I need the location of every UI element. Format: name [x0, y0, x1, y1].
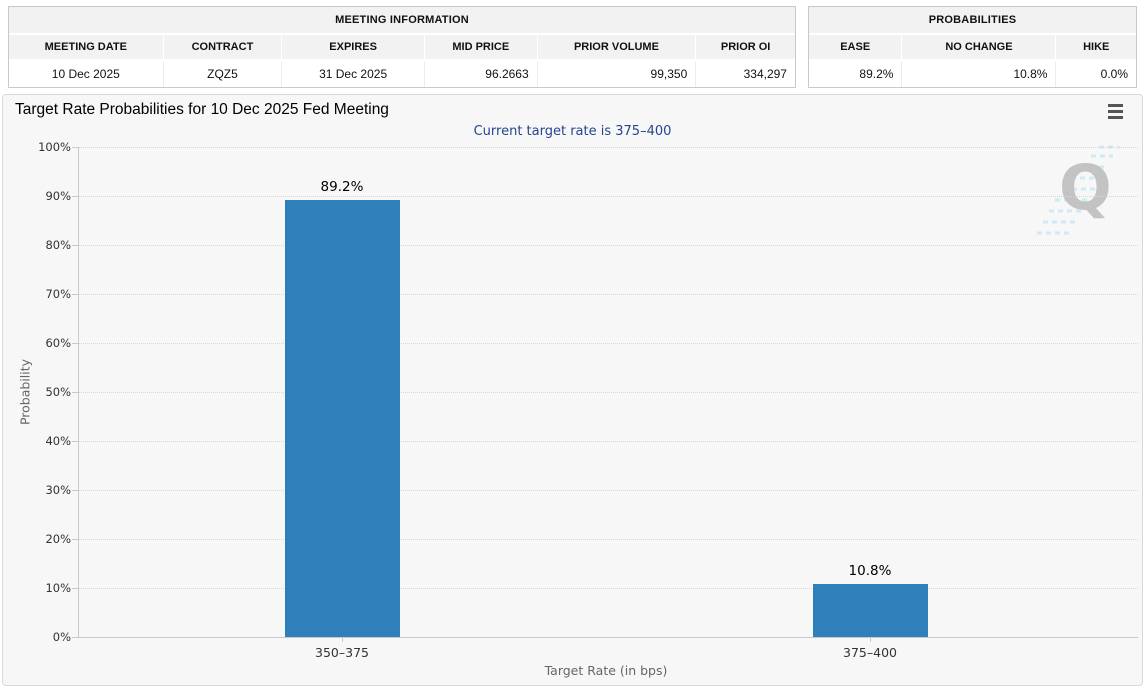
y-axis-tick	[72, 343, 78, 344]
col-contract: CONTRACT	[162, 35, 282, 59]
y-axis-tick-label: 20%	[45, 532, 71, 546]
quikstrike-watermark: Q	[1035, 145, 1130, 245]
y-gridline	[78, 245, 1138, 246]
y-axis-tick	[72, 392, 78, 393]
x-axis-tick	[870, 637, 871, 642]
y-axis-tick-label: 100%	[38, 140, 71, 154]
meeting-information-header-row: MEETING DATE CONTRACT EXPIRES MID PRICE …	[9, 35, 795, 61]
probability-bar[interactable]	[812, 584, 928, 637]
y-gridline	[78, 539, 1138, 540]
probabilities-title: PROBABILITIES	[809, 7, 1136, 35]
y-axis-tick	[72, 245, 78, 246]
y-axis-tick-label: 70%	[45, 287, 71, 301]
y-axis-tick-label: 60%	[45, 336, 71, 350]
hamburger-bar	[1108, 116, 1123, 119]
col-prior-oi: PRIOR OI	[695, 35, 795, 59]
y-axis-tick	[72, 588, 78, 589]
x-axis-line	[78, 637, 1138, 638]
x-axis-tick	[342, 637, 343, 642]
hamburger-menu-icon[interactable]	[1108, 104, 1123, 122]
y-gridline	[78, 196, 1138, 197]
y-axis-tick	[72, 490, 78, 491]
chart-title: Target Rate Probabilities for 10 Dec 202…	[15, 101, 389, 118]
chart-panel: Target Rate Probabilities for 10 Dec 202…	[2, 94, 1143, 686]
y-axis-tick-label: 80%	[45, 238, 71, 252]
hamburger-bar	[1108, 110, 1123, 113]
y-gridline	[78, 588, 1138, 589]
ease-value: 89.2%	[809, 61, 902, 87]
watermark-q-letter: Q	[1059, 151, 1112, 224]
y-gridline	[78, 294, 1138, 295]
col-ease: EASE	[809, 35, 902, 59]
x-axis-category-label: 375–400	[843, 645, 897, 660]
y-axis-tick	[72, 441, 78, 442]
chart-subtitle: Current target rate is 375–400	[473, 124, 672, 139]
meeting-information-value-row: 10 Dec 2025 ZQZ5 31 Dec 2025 96.2663 99,…	[9, 61, 795, 87]
y-axis-line	[78, 147, 79, 637]
x-axis-title: Target Rate (in bps)	[544, 663, 668, 678]
col-meeting-date: MEETING DATE	[9, 35, 163, 59]
bar-data-label: 89.2%	[320, 178, 364, 195]
probabilities-header-row: EASE NO CHANGE HIKE	[809, 35, 1136, 61]
y-gridline	[78, 490, 1138, 491]
y-gridline	[78, 441, 1138, 442]
y-axis-tick-label: 50%	[45, 385, 71, 399]
y-axis-tick-label: 40%	[45, 434, 71, 448]
hike-value: 0.0%	[1055, 61, 1136, 87]
y-axis-tick-label: 90%	[45, 189, 71, 203]
hamburger-bar	[1108, 104, 1123, 107]
probabilities-value-row: 89.2% 10.8% 0.0%	[809, 61, 1136, 87]
meeting-information-title: MEETING INFORMATION	[9, 7, 795, 35]
y-axis-tick-label: 30%	[45, 483, 71, 497]
bar-data-label: 10.8%	[848, 563, 892, 580]
y-axis-tick-label: 0%	[52, 630, 71, 644]
col-mid-price: MID PRICE	[423, 35, 537, 59]
y-gridline	[78, 392, 1138, 393]
mid-price-value: 96.2663	[423, 61, 537, 87]
expires-value: 31 Dec 2025	[281, 61, 424, 87]
col-no-change: NO CHANGE	[901, 35, 1056, 59]
meeting-date-value: 10 Dec 2025	[9, 61, 163, 87]
y-axis-tick	[72, 196, 78, 197]
prior-oi-value: 334,297	[695, 61, 795, 87]
probabilities-table: PROBABILITIES EASE NO CHANGE HIKE 89.2% …	[808, 6, 1137, 88]
y-axis-tick	[72, 294, 78, 295]
y-axis-tick	[72, 147, 78, 148]
probability-bar[interactable]	[284, 199, 400, 637]
prior-volume-value: 99,350	[536, 61, 696, 87]
meeting-information-table: MEETING INFORMATION MEETING DATE CONTRAC…	[8, 6, 796, 88]
y-axis-tick	[72, 539, 78, 540]
y-axis-tick-label: 10%	[45, 581, 71, 595]
x-axis-category-label: 350–375	[315, 645, 369, 660]
y-gridline	[78, 147, 1138, 148]
plot-area: Probability Target Rate (in bps) 0% 10% 20…	[3, 95, 1142, 685]
contract-value: ZQZ5	[162, 61, 282, 87]
y-gridline	[78, 343, 1138, 344]
no-change-value: 10.8%	[901, 61, 1056, 87]
col-hike: HIKE	[1055, 35, 1136, 59]
y-axis-tick	[72, 637, 78, 638]
col-expires: EXPIRES	[281, 35, 424, 59]
top-tables: MEETING INFORMATION MEETING DATE CONTRAC…	[0, 0, 1145, 88]
col-prior-volume: PRIOR VOLUME	[536, 35, 696, 59]
